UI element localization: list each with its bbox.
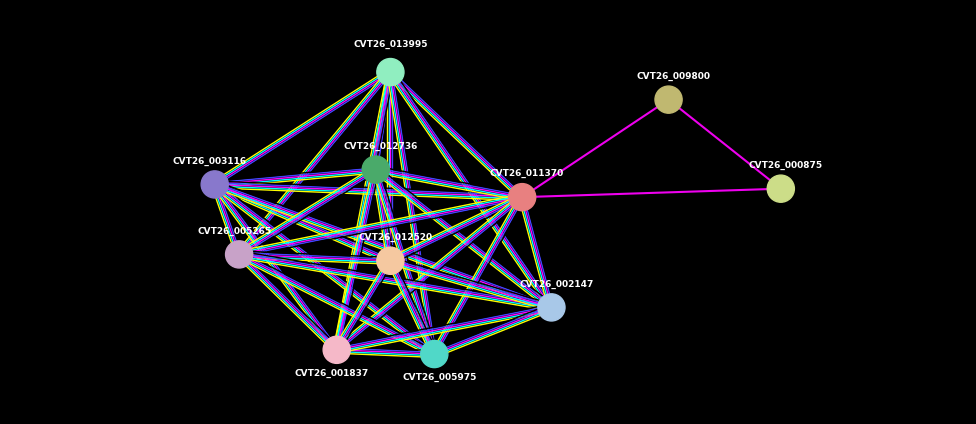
Ellipse shape: [377, 247, 404, 274]
Text: CVT26_005975: CVT26_005975: [402, 373, 476, 382]
Text: CVT26_012736: CVT26_012736: [344, 142, 418, 151]
Ellipse shape: [323, 336, 350, 363]
Text: CVT26_000875: CVT26_000875: [749, 161, 823, 170]
Text: CVT26_002147: CVT26_002147: [519, 279, 593, 289]
Ellipse shape: [201, 171, 228, 198]
Text: CVT26_012520: CVT26_012520: [358, 233, 432, 242]
Ellipse shape: [421, 340, 448, 368]
Ellipse shape: [538, 294, 565, 321]
Ellipse shape: [655, 86, 682, 113]
Text: CVT26_005265: CVT26_005265: [197, 226, 271, 236]
Ellipse shape: [362, 156, 389, 183]
Ellipse shape: [508, 184, 536, 211]
Ellipse shape: [767, 175, 794, 202]
Text: CVT26_001837: CVT26_001837: [295, 368, 369, 378]
Text: CVT26_011370: CVT26_011370: [490, 169, 564, 179]
Text: CVT26_009800: CVT26_009800: [636, 72, 711, 81]
Ellipse shape: [225, 241, 253, 268]
Ellipse shape: [377, 59, 404, 86]
Text: CVT26_013995: CVT26_013995: [353, 40, 427, 49]
Text: CVT26_003116: CVT26_003116: [173, 156, 247, 166]
